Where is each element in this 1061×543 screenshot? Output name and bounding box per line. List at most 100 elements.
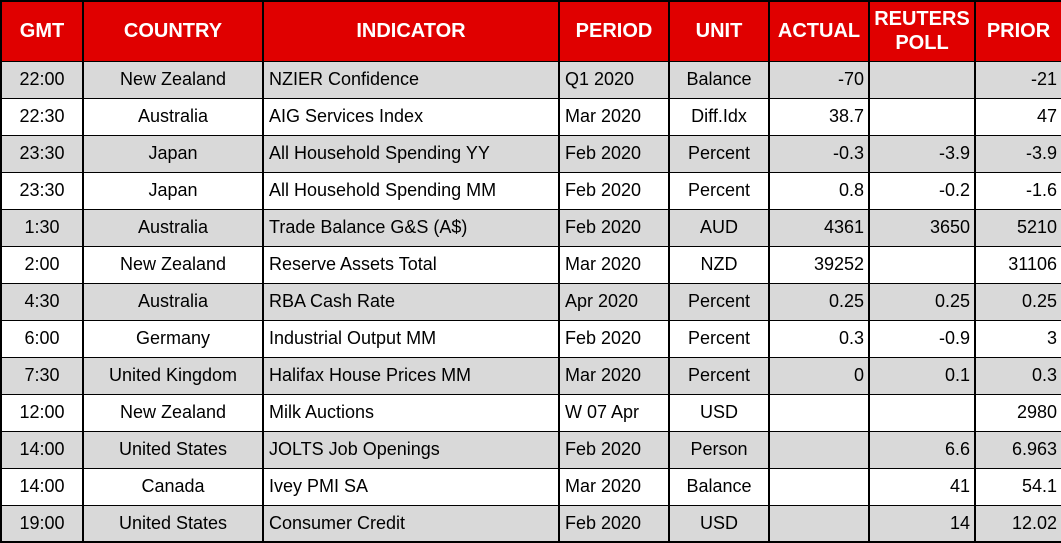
cell-gmt: 14:00 (0, 430, 84, 469)
cell-prior: 2980 (974, 393, 1061, 432)
cell-poll: 41 (868, 467, 976, 506)
table-row: 23:30 Japan All Household Spending YY Feb 2… (0, 134, 1061, 173)
cell-indicator: Milk Auctions (262, 393, 560, 432)
cell-poll: 14 (868, 504, 976, 543)
table-body: 22:00 New Zealand NZIER Confidence Q1 2020 B… (0, 60, 1061, 543)
cell-poll: 0.1 (868, 356, 976, 395)
table-row: 6:00 Germany Industrial Output MM Feb 2020 P… (0, 319, 1061, 358)
table-row: 12:00 New Zealand Milk Auctions W 07 Apr USD… (0, 393, 1061, 432)
cell-prior: 5210 (974, 208, 1061, 247)
cell-poll: 0.25 (868, 282, 976, 321)
cell-actual: -0.3 (768, 134, 870, 173)
cell-country: United States (82, 504, 264, 543)
cell-unit: Percent (668, 134, 770, 173)
cell-unit: Diff.Idx (668, 97, 770, 136)
header-cell-prior: PRIOR (974, 0, 1061, 62)
cell-unit: AUD (668, 208, 770, 247)
cell-poll: 6.6 (868, 430, 976, 469)
table-row: 1:30 Australia Trade Balance G&S (A$) Feb 2… (0, 208, 1061, 247)
cell-poll: -0.9 (868, 319, 976, 358)
cell-prior: 3 (974, 319, 1061, 358)
cell-poll (868, 393, 976, 432)
cell-unit: Balance (668, 60, 770, 99)
cell-poll (868, 97, 976, 136)
cell-indicator: RBA Cash Rate (262, 282, 560, 321)
table-row: 23:30 Japan All Household Spending MM Feb 2… (0, 171, 1061, 210)
table-row: 14:00 United States JOLTS Job Openings Feb … (0, 430, 1061, 469)
cell-country: Australia (82, 208, 264, 247)
cell-prior: -1.6 (974, 171, 1061, 210)
cell-gmt: 4:30 (0, 282, 84, 321)
cell-period: Mar 2020 (558, 356, 670, 395)
cell-gmt: 2:00 (0, 245, 84, 284)
cell-actual: -70 (768, 60, 870, 99)
cell-indicator: NZIER Confidence (262, 60, 560, 99)
cell-unit: Percent (668, 282, 770, 321)
cell-poll: -0.2 (868, 171, 976, 210)
cell-period: Q1 2020 (558, 60, 670, 99)
cell-gmt: 12:00 (0, 393, 84, 432)
cell-period: Feb 2020 (558, 134, 670, 173)
cell-poll (868, 60, 976, 99)
cell-poll: 3650 (868, 208, 976, 247)
cell-period: Mar 2020 (558, 245, 670, 284)
cell-indicator: Halifax House Prices MM (262, 356, 560, 395)
cell-prior: -3.9 (974, 134, 1061, 173)
cell-actual: 0.8 (768, 171, 870, 210)
cell-country: New Zealand (82, 393, 264, 432)
cell-period: Feb 2020 (558, 319, 670, 358)
cell-country: United Kingdom (82, 356, 264, 395)
cell-period: W 07 Apr (558, 393, 670, 432)
header-cell-gmt: GMT (0, 0, 84, 62)
cell-period: Feb 2020 (558, 504, 670, 543)
cell-prior: 47 (974, 97, 1061, 136)
cell-period: Apr 2020 (558, 282, 670, 321)
header-cell-actual: ACTUAL (768, 0, 870, 62)
cell-country: New Zealand (82, 60, 264, 99)
cell-unit: Person (668, 430, 770, 469)
cell-country: Canada (82, 467, 264, 506)
cell-actual: 39252 (768, 245, 870, 284)
cell-gmt: 22:30 (0, 97, 84, 136)
cell-actual (768, 393, 870, 432)
cell-prior: 0.25 (974, 282, 1061, 321)
cell-actual: 0 (768, 356, 870, 395)
table-row: 7:30 United Kingdom Halifax House Prices M… (0, 356, 1061, 395)
cell-gmt: 1:30 (0, 208, 84, 247)
cell-actual (768, 504, 870, 543)
cell-prior: 12.02 (974, 504, 1061, 543)
cell-gmt: 22:00 (0, 60, 84, 99)
cell-country: Australia (82, 282, 264, 321)
header-cell-period: PERIOD (558, 0, 670, 62)
cell-country: United States (82, 430, 264, 469)
cell-indicator: Trade Balance G&S (A$) (262, 208, 560, 247)
cell-indicator: All Household Spending MM (262, 171, 560, 210)
cell-unit: USD (668, 393, 770, 432)
cell-unit: NZD (668, 245, 770, 284)
cell-period: Mar 2020 (558, 467, 670, 506)
cell-gmt: 19:00 (0, 504, 84, 543)
table-row: 4:30 Australia RBA Cash Rate Apr 2020 Percen… (0, 282, 1061, 321)
cell-indicator: Ivey PMI SA (262, 467, 560, 506)
cell-country: Germany (82, 319, 264, 358)
cell-actual: 4361 (768, 208, 870, 247)
cell-poll (868, 245, 976, 284)
cell-unit: Percent (668, 356, 770, 395)
cell-prior: 0.3 (974, 356, 1061, 395)
table-row: 19:00 United States Consumer Credit Feb 202… (0, 504, 1061, 543)
cell-poll: -3.9 (868, 134, 976, 173)
cell-indicator: All Household Spending YY (262, 134, 560, 173)
cell-actual: 0.25 (768, 282, 870, 321)
cell-prior: -21 (974, 60, 1061, 99)
cell-prior: 6.963 (974, 430, 1061, 469)
cell-prior: 31106 (974, 245, 1061, 284)
cell-gmt: 7:30 (0, 356, 84, 395)
cell-country: Japan (82, 134, 264, 173)
cell-period: Mar 2020 (558, 97, 670, 136)
cell-unit: Balance (668, 467, 770, 506)
cell-period: Feb 2020 (558, 171, 670, 210)
cell-indicator: JOLTS Job Openings (262, 430, 560, 469)
cell-gmt: 23:30 (0, 171, 84, 210)
cell-country: Australia (82, 97, 264, 136)
